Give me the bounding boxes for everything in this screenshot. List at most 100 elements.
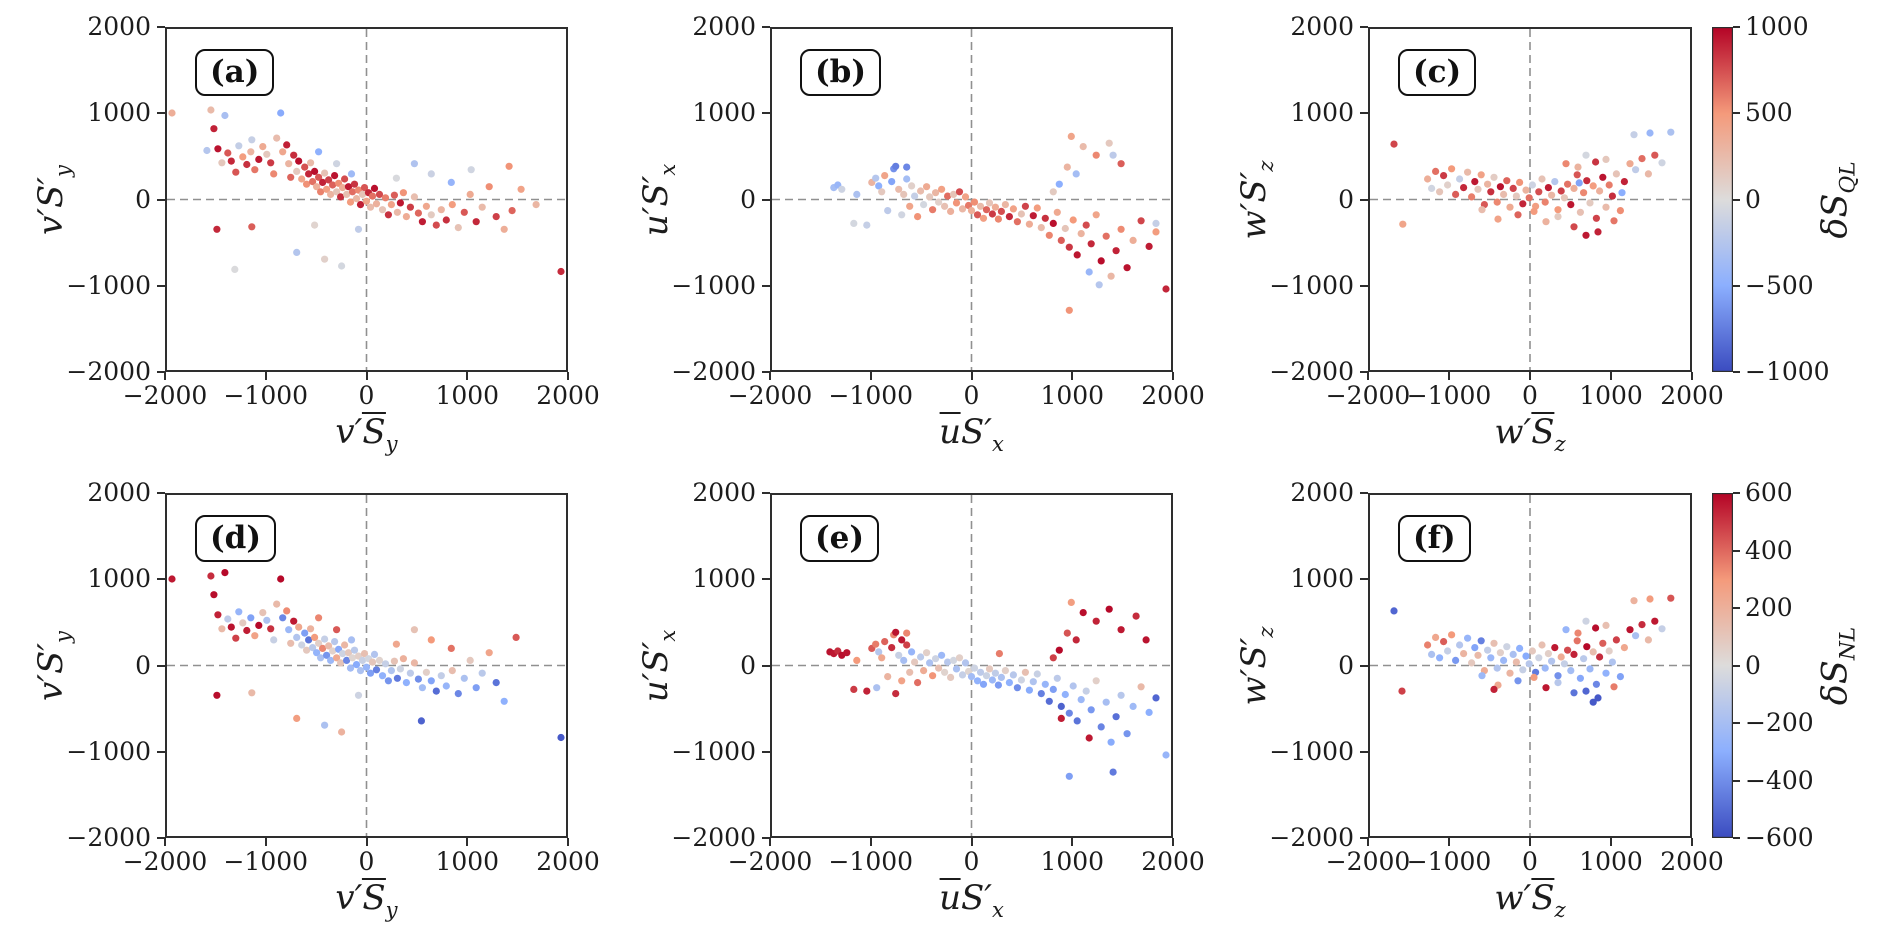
x-tick-mark [466, 372, 469, 380]
panel-d: (d) [165, 493, 568, 838]
y-tick-mark [1360, 371, 1368, 373]
scatter-plot-b [772, 29, 1171, 370]
y-tick-mark [1360, 837, 1368, 839]
x-tick-mark [869, 372, 872, 380]
colorbar-tick-label: 400 [1745, 535, 1793, 565]
x-tick-mark [1172, 372, 1174, 380]
x-tick-mark [1448, 372, 1450, 380]
x-tick-label: −2000 [122, 847, 208, 876]
x-tick-label: −2000 [122, 381, 208, 410]
x-tick-label: 2000 [1141, 381, 1205, 410]
y-tick-mark [157, 837, 165, 839]
y-tick-label: 2000 [692, 478, 756, 507]
panel-tag-e: (e) [800, 515, 880, 562]
x-tick-label: 2000 [1660, 847, 1724, 876]
x-tick-mark [1610, 372, 1612, 380]
x-tick-mark [1172, 838, 1174, 846]
x-tick-mark [1610, 838, 1612, 846]
x-tick-label: −1000 [828, 847, 914, 876]
y-tick-label: 1000 [692, 98, 756, 128]
y-tick-label: 2000 [1290, 478, 1354, 507]
panel-tag-a: (a) [195, 49, 275, 96]
math-segment: x [992, 896, 1004, 922]
y-tick-mark [157, 284, 165, 287]
y-tick-mark [1360, 198, 1368, 201]
x-tick-mark [1367, 838, 1369, 846]
y-tick-mark [157, 26, 165, 28]
x-tick-mark [1071, 372, 1074, 380]
y-tick-label: 0 [1338, 650, 1354, 680]
y-tick-label: 1000 [692, 564, 756, 594]
y-tick-label: −2000 [671, 823, 756, 852]
y-tick-mark [762, 664, 770, 667]
colorbar-gradient [1712, 27, 1733, 372]
colorbar-tick-label: −1000 [1745, 357, 1830, 386]
x-tick-label: 1000 [1040, 847, 1105, 876]
math-segment: z [1252, 160, 1278, 172]
math-segment: w′ [1494, 878, 1532, 918]
colorbar-tick-mark [1733, 371, 1740, 373]
scatter-plot-c [1370, 29, 1690, 370]
x-tick-mark [365, 372, 368, 380]
y-tick-mark [762, 26, 770, 28]
y-tick-mark [762, 371, 770, 373]
x-tick-label: 1000 [435, 381, 500, 410]
x-tick-label: −2000 [727, 381, 813, 410]
y-tick-label: 1000 [1290, 98, 1354, 128]
x-tick-mark [164, 838, 166, 846]
y-tick-mark [762, 750, 770, 753]
x-tick-label: −2000 [1325, 847, 1411, 876]
math-segment: δ [1815, 683, 1856, 705]
colorbar-tick-label: 1000 [1745, 12, 1809, 41]
math-segment: S [1531, 878, 1555, 918]
colorbar-tick-label: 0 [1745, 650, 1761, 680]
math-segment: w′ [1494, 412, 1532, 452]
panel-b: (b) [770, 27, 1173, 372]
x-axis-label-b: uS′x [939, 412, 1004, 456]
colorbar-tick-mark [1733, 492, 1740, 494]
colorbar-tick-mark [1733, 549, 1740, 552]
panel-a: (a) [165, 27, 568, 372]
x-tick-mark [1448, 838, 1450, 846]
panel-tag-d: (d) [195, 515, 277, 562]
math-segment: δ [1815, 217, 1856, 239]
y-tick-label: −1000 [1269, 270, 1354, 300]
x-tick-mark [970, 838, 973, 846]
x-tick-mark [164, 372, 166, 380]
y-tick-label: 0 [135, 184, 151, 214]
x-tick-mark [1529, 838, 1531, 846]
math-segment: v′ [335, 878, 363, 918]
y-tick-label: 1000 [1290, 564, 1354, 594]
x-tick-label: −2000 [727, 847, 813, 876]
colorbar-label-nl: δSNL [1816, 626, 1861, 704]
panel-tag-b: (b) [800, 49, 882, 96]
y-tick-label: 2000 [87, 478, 151, 507]
colorbar-tick-label: −200 [1745, 708, 1814, 737]
y-tick-mark [1360, 284, 1368, 287]
x-tick-mark [1367, 372, 1369, 380]
x-tick-mark [567, 838, 569, 846]
panel-f: (f) [1368, 493, 1692, 838]
scatter-plot-e [772, 495, 1171, 836]
x-tick-mark [869, 838, 872, 846]
math-segment: z [1554, 896, 1566, 922]
x-tick-label: 2000 [1141, 847, 1205, 876]
y-tick-mark [1360, 492, 1368, 494]
y-tick-label: −1000 [66, 270, 151, 300]
x-tick-mark [466, 838, 469, 846]
math-segment: y [385, 430, 398, 456]
scatter-plot-a [167, 29, 566, 370]
x-axis-label-d: v′Sy [335, 878, 398, 922]
math-segment: v′ [335, 412, 363, 452]
colorbar-tick-mark [1733, 779, 1740, 782]
math-segment: y [385, 896, 398, 922]
y-tick-mark [762, 198, 770, 201]
y-tick-mark [1360, 578, 1368, 581]
math-segment: NL [1835, 626, 1861, 660]
y-tick-label: 1000 [87, 564, 151, 594]
colorbar-tick-label: 200 [1745, 593, 1793, 622]
y-tick-label: −1000 [1269, 736, 1354, 766]
colorbar-ql [1712, 27, 1733, 372]
x-tick-mark [365, 838, 368, 846]
